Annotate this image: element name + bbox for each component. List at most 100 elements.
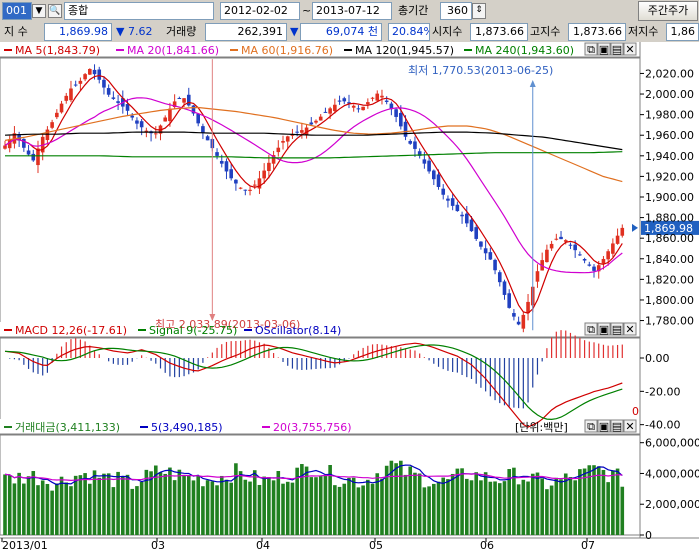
x-axis-label: 03 xyxy=(151,539,165,550)
candle-body xyxy=(295,131,299,133)
open-label: 시지수 xyxy=(432,25,463,38)
info-bar: 지 수 1,869.98 ▼ 7.62 거래량 262,391 ▼ 69,074… xyxy=(0,22,699,42)
volume-bar xyxy=(413,472,417,535)
volume-label: 거래량 xyxy=(166,25,197,38)
candle-body xyxy=(238,187,243,189)
volume-bar xyxy=(615,468,620,535)
code-dropdown-button[interactable]: ▼ xyxy=(32,4,46,18)
volume-value: 262,391 xyxy=(205,23,287,41)
volume-bar xyxy=(620,486,625,535)
period-label: 총기간 xyxy=(398,4,429,17)
candle-body xyxy=(342,98,347,102)
period-input[interactable]: 360 xyxy=(440,2,472,20)
pane-control-icon xyxy=(623,419,637,433)
volume-bar xyxy=(12,483,17,535)
toolbar: 001 ▼ 🔍 종합 2012-02-02 ~ 2013-07-12 총기간 3… xyxy=(0,0,699,22)
candle-body xyxy=(163,117,168,122)
pane-control-glyph: ▣ xyxy=(599,323,609,336)
volume-bar xyxy=(285,481,290,535)
volume-bar xyxy=(427,486,431,535)
volume-axis-tick: 0 xyxy=(645,529,652,542)
candle-body xyxy=(328,108,332,114)
volume-change-value: 69,074 천 xyxy=(300,23,382,41)
volume-bar xyxy=(432,483,436,535)
weekly-price-button[interactable]: 주간주가 xyxy=(638,1,698,21)
pane-control-icon xyxy=(623,322,637,336)
candle-body xyxy=(205,136,210,141)
volume-axis-tick: 2,000,000 xyxy=(645,498,699,511)
candle-body xyxy=(215,152,219,156)
volume-bar xyxy=(295,467,299,535)
candle-body xyxy=(432,170,436,180)
high-annotation: 최고 2,033.89(2013-03-06) xyxy=(155,318,300,331)
macd-right-label: 0 xyxy=(632,405,639,418)
volume-bar xyxy=(238,471,243,535)
candle-body xyxy=(243,189,248,191)
pane-control-glyph: ✕ xyxy=(625,323,634,336)
candle-body xyxy=(384,100,389,102)
candle-body xyxy=(380,95,384,98)
candle-body xyxy=(182,98,186,103)
last-price-marker xyxy=(632,223,638,232)
volume-bar xyxy=(559,479,563,535)
volume-bar xyxy=(446,479,450,535)
search-icon[interactable]: 🔍 xyxy=(48,4,62,18)
price-axis-tick: 1,900.00 xyxy=(645,191,694,204)
pane-control-icon xyxy=(623,42,637,56)
candle-body xyxy=(153,133,158,135)
candle-body xyxy=(601,258,606,264)
volume-bar xyxy=(78,475,83,535)
change-value: ▼ 7.62 xyxy=(116,25,153,38)
candle-body xyxy=(309,122,314,125)
volume-bar xyxy=(361,485,365,535)
price-axis-tick: 1,980.00 xyxy=(645,109,694,122)
volume-bar xyxy=(568,477,573,535)
candle-body xyxy=(83,74,87,80)
pane-control-glyph: ⧉ xyxy=(587,43,595,56)
start-date-input[interactable]: 2012-02-02 xyxy=(220,2,300,20)
pane-control-icon xyxy=(584,322,598,336)
stock-chart[interactable]: 2,020.00 2,000.00 1,980.00 1,960.00 1,940.00… xyxy=(0,42,699,550)
signal-line xyxy=(4,344,623,421)
volume-bar xyxy=(224,479,229,535)
volume-bar xyxy=(130,488,135,535)
volume-bar xyxy=(252,470,257,535)
candle-body xyxy=(611,243,615,254)
candle-body xyxy=(587,264,592,266)
candle-body xyxy=(106,88,111,95)
end-date-input[interactable]: 2013-07-12 xyxy=(312,2,392,20)
candle-body xyxy=(370,97,375,99)
index-label: 지 수 xyxy=(4,25,28,38)
candle-body xyxy=(356,108,361,110)
candle-body xyxy=(97,69,102,80)
index-name-field[interactable]: 종합 xyxy=(64,2,214,20)
volume-bar xyxy=(497,483,502,535)
volume-bar xyxy=(526,481,530,535)
volume-bar xyxy=(399,460,403,535)
period-stepper[interactable]: ⇕ xyxy=(472,3,486,19)
candle-body xyxy=(554,238,559,240)
pane-control-glyph: ✕ xyxy=(625,420,634,433)
candle-body xyxy=(248,189,252,191)
x-axis-label: 07 xyxy=(581,539,595,550)
candle-body xyxy=(252,184,257,186)
volume-bar xyxy=(64,482,69,535)
code-input[interactable]: 001 xyxy=(2,2,32,20)
candle-body xyxy=(172,101,177,108)
volume-bar xyxy=(88,483,92,535)
candle-body xyxy=(290,134,295,136)
volume-bar xyxy=(17,472,21,535)
candle-body xyxy=(59,103,64,113)
volume-bar xyxy=(474,472,479,535)
candle-body xyxy=(620,227,625,236)
candle-body xyxy=(403,121,408,137)
pane-control-icon xyxy=(584,419,598,433)
volume-bar xyxy=(102,473,106,535)
candle-body xyxy=(497,272,502,283)
macd-axis-tick: -40.00 xyxy=(645,419,680,432)
x-axis-label: 2013/01 xyxy=(2,539,48,550)
candle-body xyxy=(389,103,394,110)
candle-body xyxy=(31,153,36,161)
volume-bars xyxy=(3,460,625,535)
volume-bar xyxy=(549,485,554,535)
